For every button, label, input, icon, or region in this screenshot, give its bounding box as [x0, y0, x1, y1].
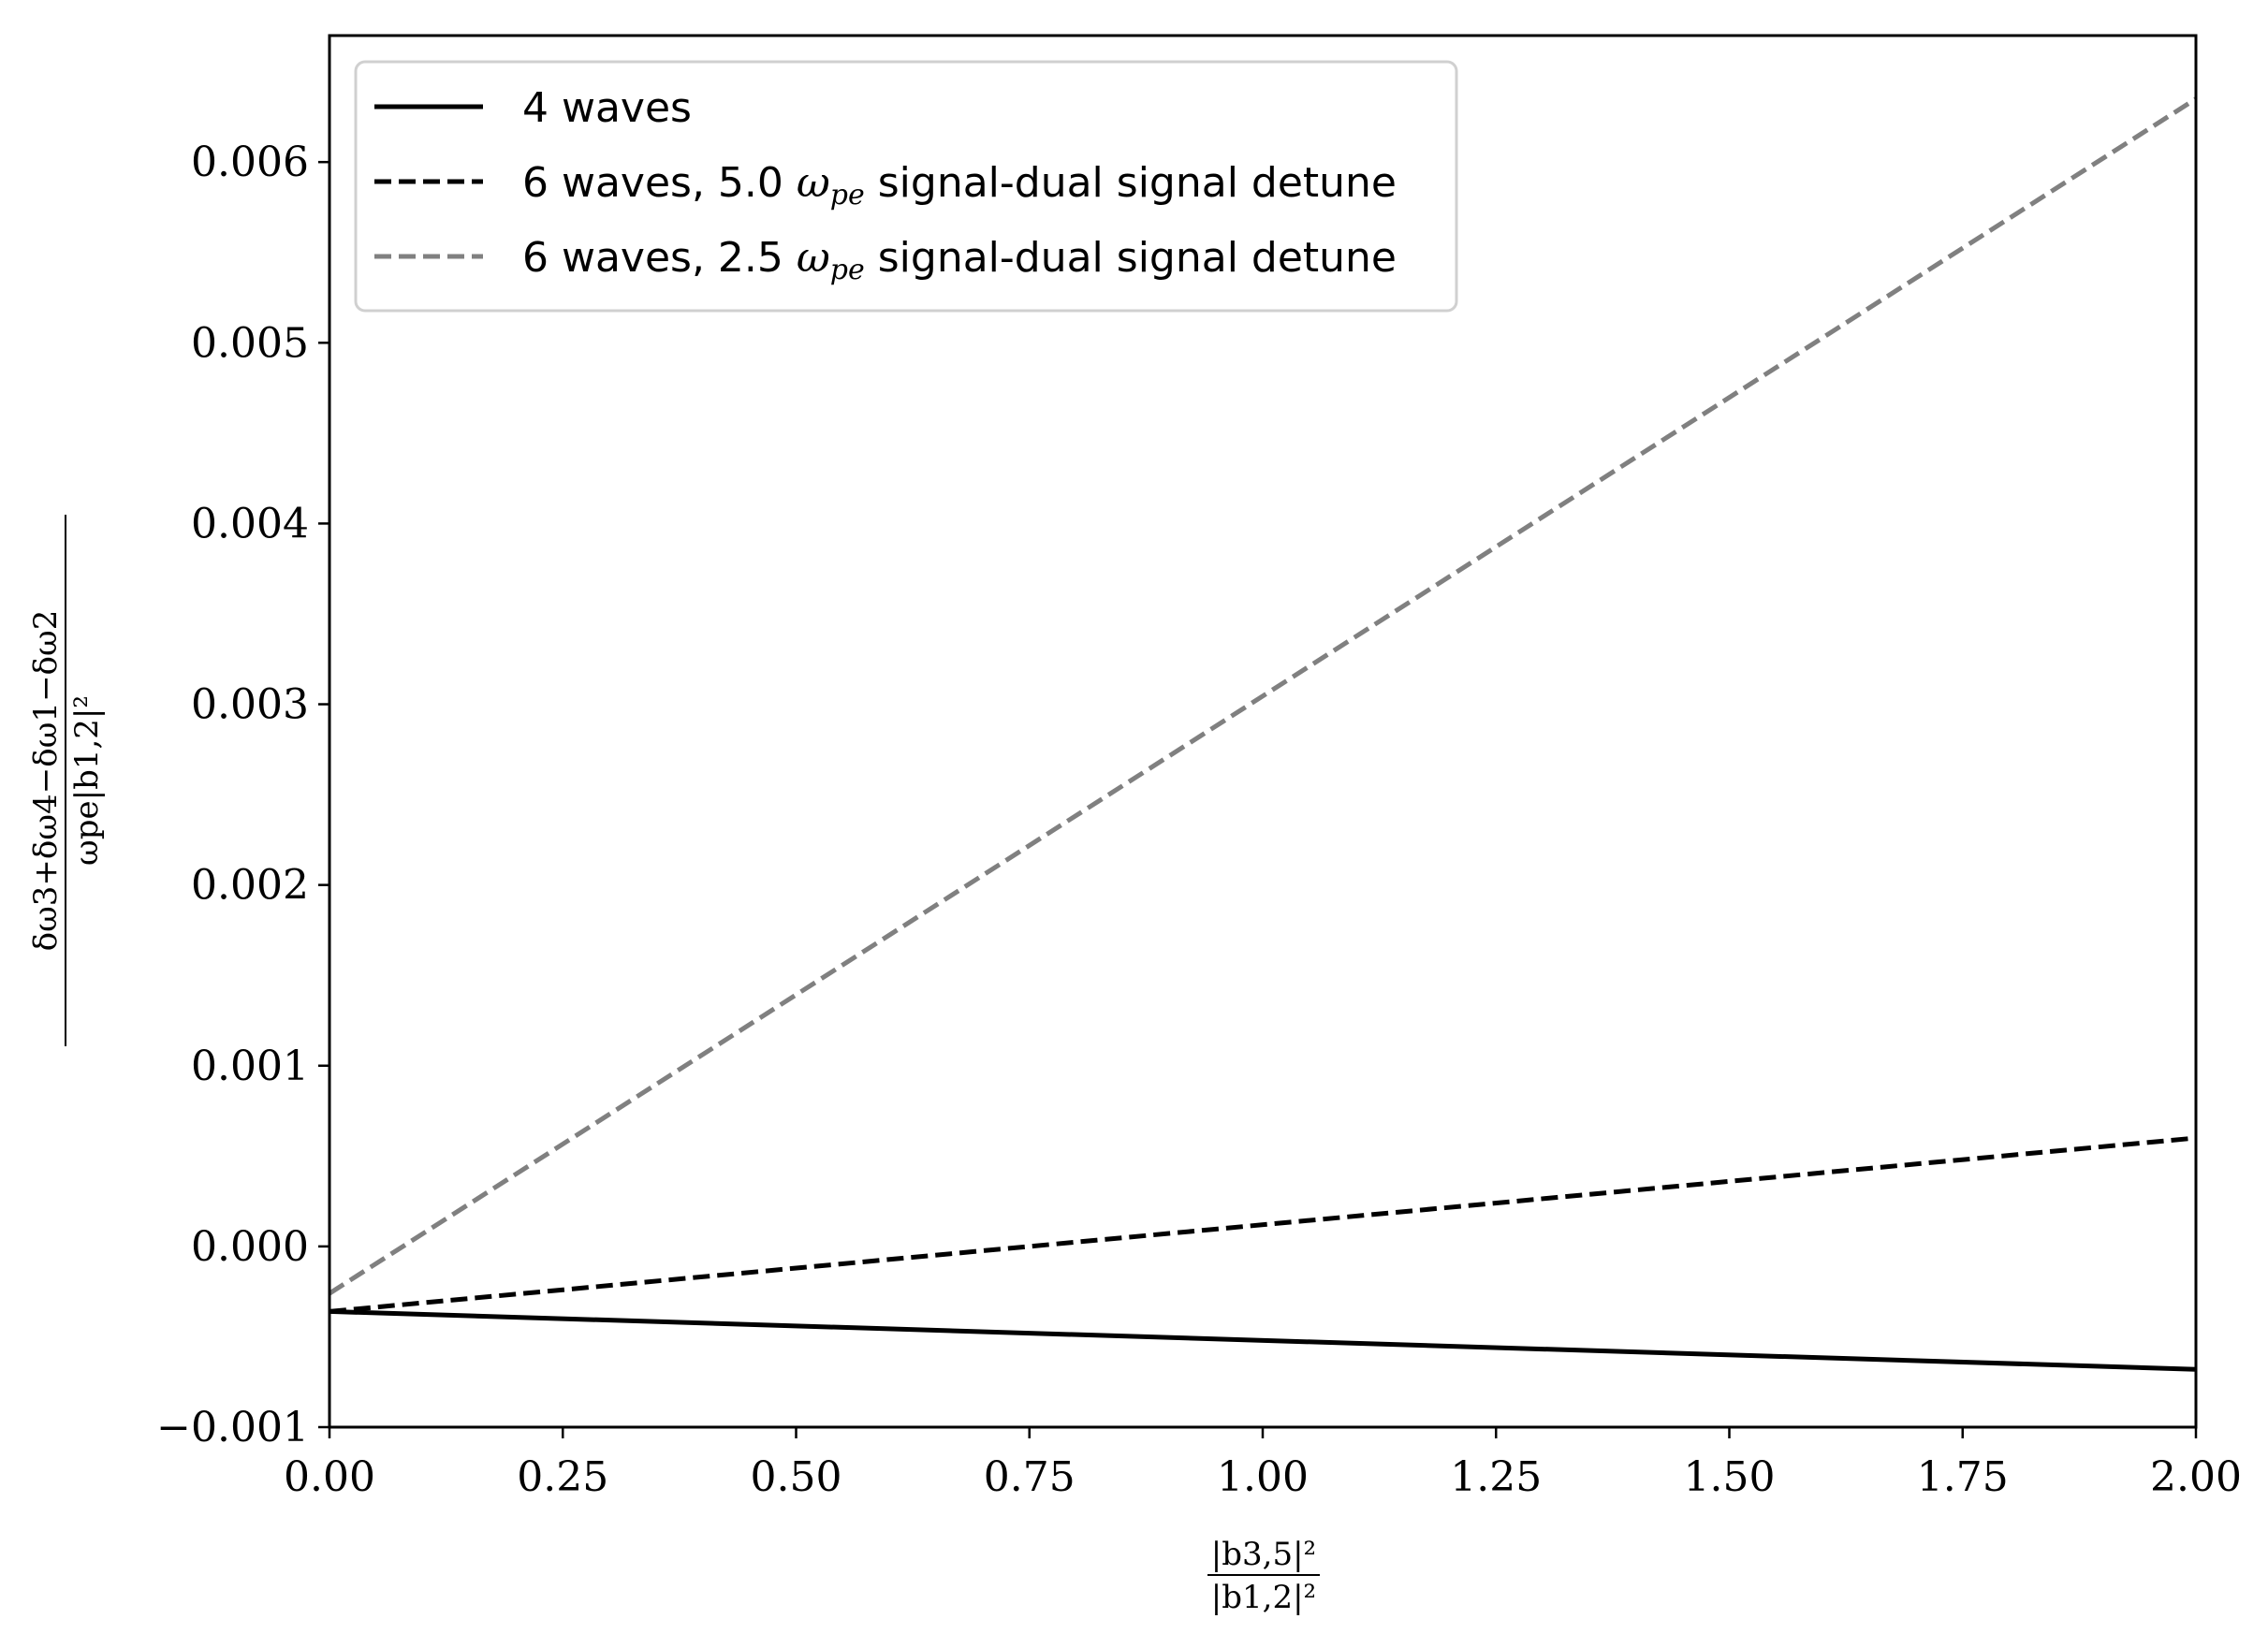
legend-entry-label: 6 waves, 5.0 ωpe signal-dual signal detu… [522, 159, 1397, 211]
x-tick-label: 0.75 [984, 1453, 1075, 1501]
x-tick-label: 0.50 [751, 1453, 842, 1501]
y-axis-label: δω3+δω4−δω1−δω2 ωpe|b1,2|² [27, 515, 106, 1046]
x-axis-label-denominator: |b1,2|² [1211, 1579, 1316, 1616]
plot-area [329, 96, 2196, 1372]
y-axis-label-denominator: ωpe|b1,2|² [68, 695, 106, 866]
legend-entry-label: 6 waves, 2.5 ωpe signal-dual signal detu… [522, 234, 1397, 286]
x-tick-label: 1.75 [1917, 1453, 2009, 1501]
series-line-1 [329, 1308, 2196, 1372]
legend-box [354, 60, 1458, 313]
x-tick-label: 0.00 [284, 1453, 375, 1501]
y-tick-label: 0.001 [191, 1043, 309, 1090]
series-line-3 [329, 96, 2196, 1296]
series-group [329, 96, 2196, 1372]
axis-labels: |b3,5|² |b1,2|² δω3+δω4−δω1−δω2 ωpe|b1,2… [27, 515, 1320, 1616]
y-tick-label: 0.002 [191, 862, 309, 910]
y-tick-label: 0.000 [191, 1223, 309, 1271]
x-axis-label: |b3,5|² |b1,2|² [1207, 1536, 1320, 1616]
axes: 0.00 0.25 0.50 0.75 1.00 1.25 1.50 1.75 2.00 −0.0… [156, 34, 2242, 1501]
x-tick-label: 1.25 [1450, 1453, 1542, 1501]
y-axis-label-numerator: δω3+δω4−δω1−δω2 [27, 610, 65, 952]
x-tick-label: 1.00 [1217, 1453, 1309, 1501]
y-tick-label: 0.003 [191, 681, 309, 729]
series-line-2 [329, 1135, 2196, 1314]
x-tick-label: 2.00 [2150, 1453, 2242, 1501]
y-tick-label: 0.004 [191, 500, 309, 547]
x-axis-label-numerator: |b3,5|² [1211, 1536, 1316, 1573]
legend: 4 waves 6 waves, 5.0 ωpe signal-dual sign… [354, 60, 1458, 313]
legend-entry-label: 4 waves [522, 84, 692, 132]
x-tick-label: 0.25 [517, 1453, 608, 1501]
y-tick-label: 0.005 [191, 319, 309, 367]
y-tick-label: −0.001 [156, 1404, 309, 1451]
x-tick-label: 1.50 [1684, 1453, 1776, 1501]
y-tick-label: 0.006 [191, 139, 309, 186]
